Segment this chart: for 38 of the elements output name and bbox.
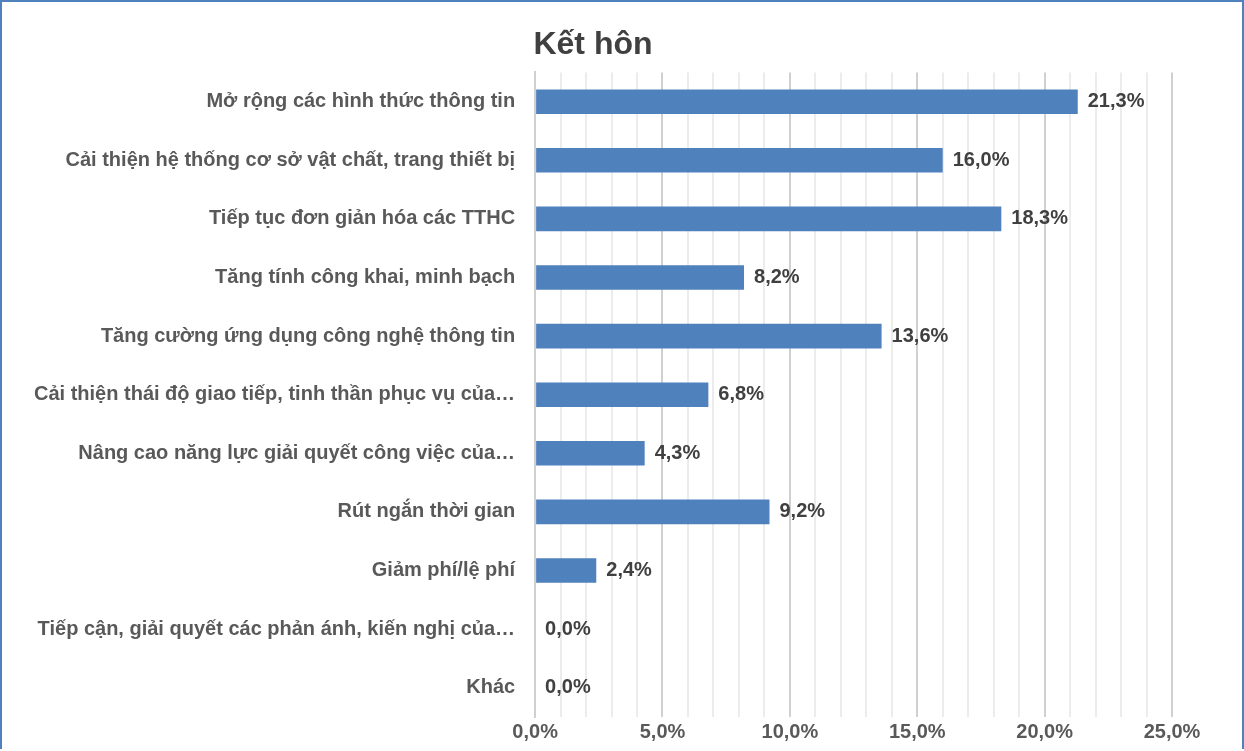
x-tick-label: 5,0%: [639, 719, 686, 742]
data-label: 2,4%: [606, 558, 653, 581]
y-tick-label: Cải thiện thái độ giao tiếp, tinh thần phục vụ của…: [34, 382, 516, 405]
data-label: 16,0%: [952, 147, 1010, 170]
data-label: 8,2%: [754, 265, 800, 288]
data-label: 0,0%: [545, 675, 591, 698]
y-tick-label: Tiếp cận, giải quyết các phản ánh, kiến nghị của…: [37, 616, 516, 639]
bar: [536, 89, 1078, 115]
y-tick-label: Cải thiện hệ thống cơ sở vật chất, trang thiết bị: [65, 147, 516, 170]
bar: [536, 265, 745, 290]
y-tick-label: Tiếp tục đơn giản hóa các TTHC: [209, 206, 516, 229]
y-tick-label: Tăng tính công khai, minh bạch: [215, 265, 516, 288]
x-tick-label: 25,0%: [1143, 719, 1201, 742]
bar: [536, 440, 645, 466]
x-tick-label: 0,0%: [512, 719, 559, 742]
data-label: 4,3%: [654, 440, 701, 463]
data-label: 9,2%: [779, 499, 826, 522]
y-tick-label: Rút ngắn thời gian: [337, 498, 516, 522]
x-tick-label: 15,0%: [888, 719, 946, 742]
y-tick-label: Tăng cường ứng dụng công nghệ thông tin: [100, 323, 516, 346]
bar: [536, 558, 597, 583]
chart-title: Kết hôn: [533, 25, 653, 62]
bar: [536, 499, 770, 525]
x-tick-label: 10,0%: [761, 719, 819, 742]
bar: [536, 147, 943, 173]
bar: [536, 323, 882, 349]
data-label: 18,3%: [1011, 206, 1069, 229]
bar: [536, 206, 1002, 232]
data-label: 13,6%: [891, 323, 949, 346]
data-label: 6,8%: [718, 382, 765, 405]
bar: [536, 382, 709, 408]
y-tick-label: Nâng cao năng lực giải quyết công việc của…: [78, 440, 516, 463]
y-tick-label: Khác: [466, 675, 516, 698]
y-tick-label: Giảm phí/lệ phí: [371, 558, 517, 581]
data-label: 0,0%: [545, 616, 591, 639]
data-label: 21,3%: [1087, 89, 1145, 112]
x-tick-label: 20,0%: [1016, 719, 1074, 742]
y-tick-label: Mở rộng các hình thức thông tin: [206, 89, 516, 112]
